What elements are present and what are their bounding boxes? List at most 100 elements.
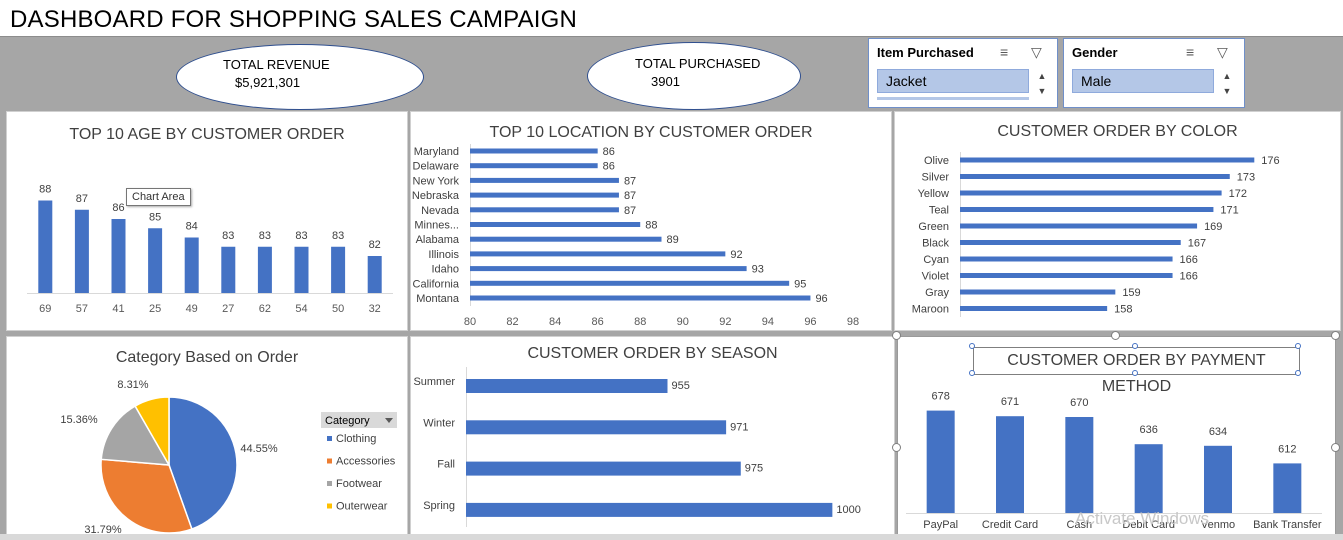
tick-label: Fall — [437, 459, 455, 471]
season-chart-title: CUSTOMER ORDER BY SEASON — [527, 345, 778, 362]
bar — [1273, 463, 1302, 513]
bar — [960, 256, 1173, 262]
title-resize-handle[interactable] — [969, 370, 975, 376]
data-label: 167 — [1188, 238, 1206, 250]
slicer-scroll-up-icon[interactable]: ▲ — [1037, 71, 1047, 81]
sheet-scrollbar[interactable] — [0, 534, 1343, 540]
title-bar: DASHBOARD FOR SHOPPING SALES CAMPAIGN — [0, 0, 1343, 37]
tick-label: 41 — [112, 303, 124, 315]
data-label: 85 — [149, 211, 161, 223]
title-resize-handle[interactable] — [1295, 370, 1301, 376]
tick-label: 84 — [549, 316, 561, 328]
tick-label: 54 — [295, 303, 307, 315]
bar — [470, 251, 726, 257]
bar — [960, 223, 1198, 229]
slicer-scroll-down-icon[interactable]: ▼ — [1037, 86, 1047, 96]
total-purchased-card[interactable]: TOTAL PURCHASED 3901 — [587, 42, 801, 110]
bar — [257, 246, 272, 293]
tick-label: California — [413, 278, 460, 290]
slicer-scroll-down-icon[interactable]: ▼ — [1222, 86, 1232, 96]
tick-label: 98 — [847, 316, 859, 328]
gender-slicer[interactable]: Gender ≡ ▽ Male ▲ ▼ — [1063, 38, 1245, 108]
title-resize-handle[interactable] — [1132, 343, 1138, 349]
data-label: 87 — [624, 175, 636, 187]
resize-handle[interactable] — [1331, 331, 1340, 340]
bar — [148, 228, 163, 293]
bar — [294, 246, 309, 293]
clear-filter-icon[interactable]: ▽ — [1217, 44, 1228, 60]
location-chart: Maryland 86 Delaware 86 New York 87 Nebraska 87… — [412, 144, 859, 328]
title-resize-handle[interactable] — [1295, 343, 1301, 349]
title-resize-handle[interactable] — [1132, 370, 1138, 376]
data-label: 44.55% — [240, 443, 278, 455]
multi-select-icon[interactable]: ≡ — [1000, 44, 1009, 60]
bar — [184, 237, 199, 293]
bar — [960, 289, 1116, 295]
data-label: 82 — [369, 239, 381, 251]
tick-label: New York — [413, 175, 460, 187]
item-purchased-slicer[interactable]: Item Purchased ≡ ▽ Jacket ▲ ▼ — [868, 38, 1058, 108]
data-label: 84 — [186, 221, 198, 233]
bar — [466, 461, 741, 476]
data-label: 88 — [39, 184, 51, 196]
data-label: 86 — [603, 146, 615, 158]
title-resize-handle[interactable] — [969, 343, 975, 349]
data-label: 159 — [1122, 287, 1140, 299]
tick-label: Black — [922, 238, 949, 250]
legend-label: Footwear — [336, 478, 382, 490]
category-chart: 44.55% 31.79% 15.36% 8.31% Category Clothing A… — [60, 379, 397, 535]
data-label: 176 — [1261, 155, 1279, 167]
bar — [466, 502, 833, 517]
bar — [960, 273, 1173, 278]
data-label: 8.31% — [117, 379, 148, 391]
multi-select-icon[interactable]: ≡ — [1186, 44, 1195, 60]
clear-filter-icon[interactable]: ▽ — [1031, 44, 1042, 60]
location-chart-panel[interactable]: TOP 10 LOCATION BY CUSTOMER ORDER Maryla… — [410, 111, 892, 331]
resize-handle[interactable] — [892, 443, 901, 452]
location-chart-title: TOP 10 LOCATION BY CUSTOMER ORDER — [489, 124, 813, 141]
color-chart-panel[interactable]: CUSTOMER ORDER BY COLOR Olive 176 Silver 17… — [894, 111, 1341, 331]
category-chart-title: Category Based on Order — [115, 349, 299, 366]
bar — [960, 207, 1214, 212]
bar — [470, 222, 641, 227]
season-chart-panel[interactable]: CUSTOMER ORDER BY SEASON Summer 955 Winter… — [410, 336, 895, 536]
category-chart-panel[interactable]: Category Based on Order 44.55% 31.79% 15.3… — [6, 336, 408, 536]
bar — [470, 177, 619, 183]
bar — [960, 157, 1255, 163]
total-revenue-card[interactable]: TOTAL REVENUE $5,921,301 — [176, 44, 424, 110]
data-label: 87 — [76, 193, 88, 205]
data-label: 83 — [222, 230, 234, 242]
bar — [466, 379, 668, 393]
tick-label: 96 — [804, 316, 816, 328]
slicer-item-male[interactable]: Male — [1072, 69, 1214, 93]
resize-handle[interactable] — [1331, 443, 1340, 452]
age-chart-panel[interactable]: TOP 10 AGE BY CUSTOMER ORDER 88 69 87 57 86 4… — [6, 111, 408, 331]
slicer-scroll-up-icon[interactable]: ▲ — [1222, 71, 1232, 81]
color-chart: Olive 176 Silver 173 Yellow 172 Teal 171 Green 16… — [912, 152, 1280, 317]
bar — [960, 190, 1222, 196]
resize-handle[interactable] — [1111, 331, 1120, 340]
slicer-item-jacket[interactable]: Jacket — [877, 69, 1029, 93]
tick-label: 25 — [149, 303, 161, 315]
legend-header-bg — [321, 412, 397, 428]
slicer-next-item[interactable] — [877, 97, 1029, 100]
bar — [470, 192, 619, 198]
resize-handle[interactable] — [892, 331, 901, 340]
bar — [470, 148, 598, 154]
data-label: 1000 — [836, 504, 860, 516]
tick-label: Illinois — [428, 249, 459, 261]
tick-label: Credit Card — [982, 519, 1038, 531]
data-label: 634 — [1209, 426, 1227, 438]
bar — [74, 209, 89, 293]
chevron-down-icon — [385, 418, 393, 423]
tick-label: Delaware — [413, 161, 459, 173]
data-label: 83 — [332, 230, 344, 242]
bar — [1065, 417, 1094, 513]
tick-label: Gray — [925, 287, 949, 299]
tick-label: 80 — [464, 316, 476, 328]
data-label: 678 — [931, 391, 949, 403]
tick-label: Alabama — [416, 234, 460, 246]
tick-label: Nevada — [421, 205, 460, 217]
payment-chart-panel[interactable]: CUSTOMER ORDER BY PAYMENT METHOD 678 PayP… — [897, 336, 1336, 536]
legend-swatch — [327, 481, 332, 486]
